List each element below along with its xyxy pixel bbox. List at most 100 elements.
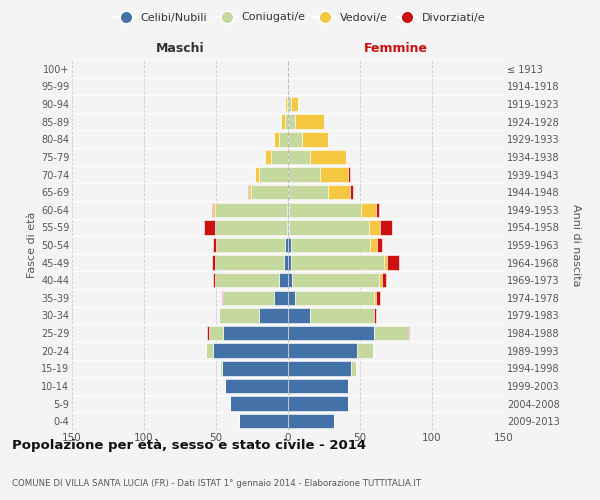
Bar: [274, 132, 280, 146]
Bar: [291, 256, 385, 270]
Bar: [219, 308, 259, 322]
Bar: [223, 290, 274, 305]
Bar: [288, 150, 310, 164]
Bar: [285, 97, 287, 112]
Bar: [280, 273, 288, 287]
Bar: [302, 132, 328, 146]
Bar: [288, 79, 289, 94]
Bar: [288, 62, 289, 76]
Bar: [288, 132, 302, 146]
Bar: [285, 238, 288, 252]
Bar: [382, 273, 386, 287]
Bar: [213, 344, 288, 358]
Bar: [259, 308, 288, 322]
Bar: [379, 273, 382, 287]
Bar: [271, 150, 288, 164]
Bar: [289, 202, 361, 217]
Bar: [310, 308, 374, 322]
Bar: [259, 168, 288, 181]
Bar: [215, 256, 284, 270]
Bar: [288, 168, 320, 181]
Bar: [239, 414, 288, 428]
Legend: Celibi/Nubili, Coniugati/e, Vedovi/e, Divorziati/e: Celibi/Nubili, Coniugati/e, Vedovi/e, Di…: [110, 8, 490, 27]
Bar: [380, 220, 392, 234]
Bar: [216, 238, 285, 252]
Bar: [288, 238, 291, 252]
Bar: [284, 256, 288, 270]
Bar: [285, 114, 288, 129]
Bar: [370, 238, 377, 252]
Bar: [357, 344, 373, 358]
Bar: [224, 378, 288, 393]
Bar: [328, 185, 350, 200]
Bar: [289, 220, 368, 234]
Text: Maschi: Maschi: [155, 42, 205, 54]
Bar: [212, 202, 213, 217]
Bar: [222, 361, 288, 376]
Bar: [291, 97, 298, 112]
Bar: [288, 326, 374, 340]
Bar: [320, 168, 349, 181]
Bar: [288, 396, 349, 411]
Text: COMUNE DI VILLA SANTA LUCIA (FR) - Dati ISTAT 1° gennaio 2014 - Elaborazione TUT: COMUNE DI VILLA SANTA LUCIA (FR) - Dati …: [12, 478, 421, 488]
Bar: [213, 202, 215, 217]
Bar: [374, 308, 376, 322]
Bar: [255, 168, 259, 181]
Bar: [281, 114, 285, 129]
Bar: [295, 290, 374, 305]
Bar: [215, 202, 287, 217]
Bar: [349, 168, 350, 181]
Bar: [361, 202, 376, 217]
Bar: [350, 185, 353, 200]
Y-axis label: Anni di nascita: Anni di nascita: [571, 204, 581, 286]
Bar: [280, 132, 288, 146]
Bar: [288, 97, 291, 112]
Bar: [374, 326, 407, 340]
Bar: [274, 290, 288, 305]
Y-axis label: Fasce di età: Fasce di età: [26, 212, 37, 278]
Bar: [374, 290, 376, 305]
Bar: [288, 361, 352, 376]
Bar: [249, 185, 251, 200]
Bar: [209, 326, 223, 340]
Bar: [288, 273, 292, 287]
Bar: [407, 326, 409, 340]
Bar: [223, 326, 288, 340]
Bar: [368, 220, 380, 234]
Bar: [220, 361, 222, 376]
Bar: [288, 378, 349, 393]
Bar: [205, 220, 215, 234]
Bar: [213, 273, 215, 287]
Bar: [288, 256, 291, 270]
Text: Popolazione per età, sesso e stato civile - 2014: Popolazione per età, sesso e stato civil…: [12, 440, 366, 452]
Bar: [310, 150, 346, 164]
Bar: [206, 344, 213, 358]
Bar: [230, 396, 288, 411]
Bar: [288, 414, 334, 428]
Bar: [377, 238, 382, 252]
Bar: [248, 185, 249, 200]
Bar: [288, 185, 328, 200]
Bar: [288, 202, 289, 217]
Bar: [215, 220, 287, 234]
Bar: [287, 97, 288, 112]
Bar: [376, 290, 380, 305]
Bar: [287, 202, 288, 217]
Bar: [288, 344, 357, 358]
Bar: [288, 308, 310, 322]
Bar: [251, 185, 288, 200]
Bar: [288, 220, 289, 234]
Bar: [288, 290, 295, 305]
Bar: [288, 114, 295, 129]
Bar: [212, 256, 215, 270]
Text: Femmine: Femmine: [364, 42, 428, 54]
Bar: [291, 238, 370, 252]
Bar: [352, 361, 356, 376]
Bar: [376, 202, 379, 217]
Bar: [388, 256, 399, 270]
Bar: [287, 220, 288, 234]
Bar: [208, 326, 209, 340]
Bar: [222, 290, 223, 305]
Bar: [265, 150, 271, 164]
Bar: [385, 256, 388, 270]
